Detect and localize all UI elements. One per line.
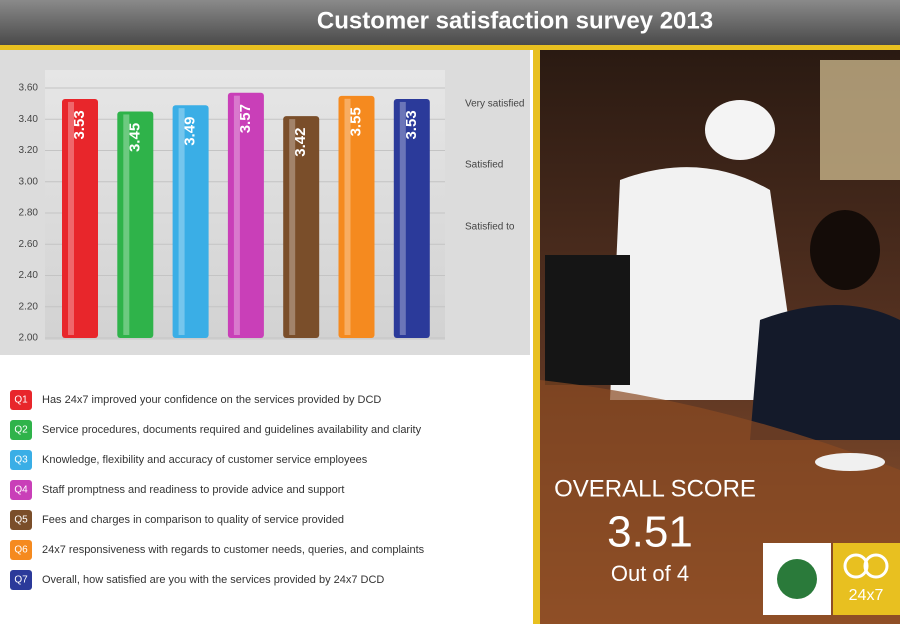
- bar-highlight: [399, 101, 406, 335]
- legend-key: Q2: [14, 425, 28, 436]
- bar: [172, 105, 209, 338]
- overall-sub: Out of 4: [611, 561, 689, 586]
- bar-highlight: [68, 101, 74, 335]
- y-tick-label: 3.20: [19, 145, 39, 156]
- legend-label: Overall, how satisfied are you with the …: [42, 574, 384, 586]
- legend-label: Staff promptness and readiness to provid…: [42, 484, 344, 496]
- legend-badge: [10, 420, 32, 440]
- bar-highlight: [344, 98, 351, 335]
- person-suit: [750, 305, 900, 440]
- scale-annotation: Satisfied: [465, 160, 503, 171]
- value-label: 3.55: [347, 107, 364, 136]
- value-label: 3.53: [71, 110, 88, 139]
- legend-key: Q6: [14, 545, 28, 556]
- overall-heading: OVERALL SCORE: [554, 475, 756, 502]
- legend-badge: [10, 450, 32, 470]
- bar-highlight: [123, 114, 130, 335]
- value-label: 3.49: [182, 117, 199, 146]
- logo-box: [833, 543, 900, 615]
- header-rule: [0, 45, 900, 50]
- bar: [117, 111, 154, 338]
- cup: [815, 453, 885, 471]
- legend-key: Q3: [14, 455, 28, 466]
- column: [820, 60, 900, 180]
- bar-highlight: [178, 108, 185, 335]
- logo-text: 24x7: [849, 587, 884, 604]
- scale-annotation: Very satisfied: [465, 99, 524, 110]
- bar: [338, 95, 375, 338]
- y-tick-label: 2.20: [19, 301, 39, 312]
- legend-key: Q4: [14, 485, 28, 496]
- scale-annotation: Satisfied to: [465, 222, 515, 233]
- y-tick-label: 3.00: [19, 176, 39, 187]
- legend-badge: [10, 540, 32, 560]
- bar: [62, 98, 98, 338]
- legend-key: Q1: [14, 395, 28, 406]
- monitor: [545, 255, 630, 385]
- value-label: 3.53: [403, 110, 420, 139]
- bar: [283, 116, 320, 338]
- legend-key: Q7: [14, 575, 28, 586]
- chart-title: Customer satisfaction survey 2013: [317, 7, 713, 34]
- y-tick-label: 2.80: [19, 208, 39, 219]
- y-tick-label: 2.40: [19, 270, 39, 281]
- legend-label: Knowledge, flexibility and accuracy of c…: [42, 454, 368, 466]
- legend-label: 24x7 responsiveness with regards to cust…: [42, 544, 425, 556]
- y-tick-label: 2.00: [19, 333, 39, 344]
- legend-label: Service procedures, documents required a…: [42, 424, 422, 436]
- legend-badge: [10, 510, 32, 530]
- legend-badge: [10, 390, 32, 410]
- y-tick-label: 2.60: [19, 239, 39, 250]
- bar: [393, 98, 430, 338]
- bar-highlight: [289, 119, 296, 335]
- logo-ring: [863, 553, 889, 579]
- value-label: 3.57: [237, 104, 254, 133]
- y-tick-label: 3.40: [19, 114, 39, 125]
- overall-score: 3.51: [607, 508, 693, 557]
- value-label: 3.45: [126, 123, 143, 152]
- bar-highlight: [233, 95, 240, 335]
- legend-badge: [10, 480, 32, 500]
- legend-key: Q5: [14, 515, 28, 526]
- legend-label: Has 24x7 improved your confidence on the…: [42, 394, 381, 406]
- header-bar: [0, 0, 900, 45]
- legend-badge: [10, 570, 32, 590]
- logo-emblem: [777, 559, 817, 599]
- value-label: 3.42: [292, 128, 309, 157]
- legend-label: Fees and charges in comparison to qualit…: [42, 514, 344, 526]
- logo-ring: [843, 553, 869, 579]
- person-headscarf: [705, 100, 775, 160]
- bar: [227, 92, 264, 338]
- y-tick-label: 3.60: [19, 83, 39, 94]
- person-hair: [810, 210, 880, 290]
- person-robe: [610, 167, 800, 400]
